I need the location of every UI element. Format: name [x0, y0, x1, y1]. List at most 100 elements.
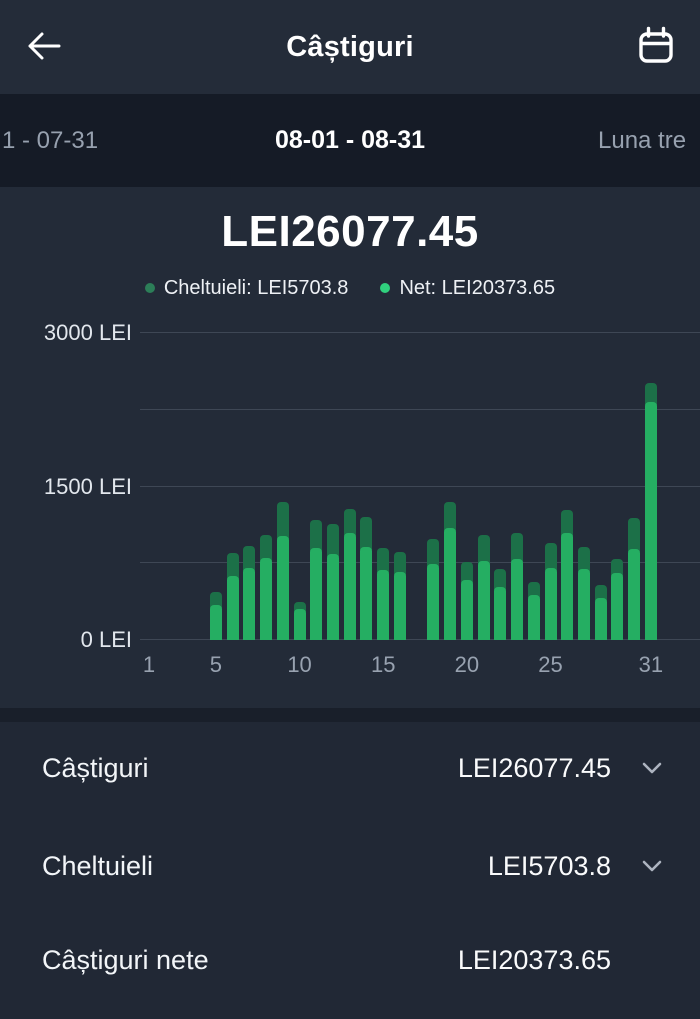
bar-expense-day-6[interactable] [226, 552, 239, 580]
bar-expense-day-13[interactable] [343, 508, 356, 536]
bar-net-day-24[interactable] [527, 594, 540, 640]
arrow-left-icon [25, 30, 63, 65]
bar-expense-day-7[interactable] [243, 546, 256, 571]
tab-selected-period[interactable]: 08-01 - 08-31 [0, 94, 700, 187]
chart-legend: Cheltuieli: LEI5703.8 Net: LEI20373.65 [0, 275, 700, 301]
calendar-icon [634, 24, 678, 71]
bar-net-day-29[interactable] [611, 573, 624, 640]
period-tabbar[interactable]: 1 - 07-31 08-01 - 08-31 Luna tre [0, 94, 700, 187]
calendar-button[interactable] [630, 24, 682, 70]
bar-net-day-31[interactable] [644, 401, 657, 640]
bar-expense-day-14[interactable] [360, 516, 373, 551]
bar-expense-day-27[interactable] [577, 546, 590, 573]
bar-expense-day-30[interactable] [628, 517, 641, 553]
x-axis-tick-label: 25 [538, 652, 563, 677]
bar-expense-day-16[interactable] [393, 552, 406, 576]
bar-expense-day-29[interactable] [611, 558, 624, 577]
bar-expense-day-20[interactable] [460, 561, 473, 584]
total-earnings-amount: LEI26077.45 [221, 207, 479, 256]
x-axis-tick-label: 5 [209, 652, 223, 677]
x-axis-tick-label: 1 [142, 652, 156, 677]
gridline [140, 485, 700, 487]
x-axis-tick-label: 10 [287, 652, 312, 677]
bar-expense-day-8[interactable] [260, 534, 273, 561]
bar-net-day-25[interactable] [544, 568, 557, 640]
legend-item-net: Net: LEI20373.65 [380, 277, 555, 300]
row-label: Câștiguri [42, 752, 149, 783]
bar-expense-day-31[interactable] [644, 382, 657, 405]
row-castiguri[interactable]: Câștiguri LEI26077.45 [0, 748, 700, 788]
header-bar: Câștiguri [0, 0, 700, 94]
bar-net-day-28[interactable] [594, 597, 607, 640]
bar-net-day-22[interactable] [494, 586, 507, 640]
bar-net-day-11[interactable] [310, 548, 323, 640]
bar-expense-day-28[interactable] [594, 585, 607, 601]
row-value: LEI5703.8 [487, 850, 611, 881]
bar-net-day-16[interactable] [393, 572, 406, 640]
bar-expense-day-18[interactable] [427, 538, 440, 567]
y-axis-tick-label: 1500 LEI [43, 473, 132, 499]
bar-net-day-7[interactable] [243, 567, 256, 640]
bar-net-day-14[interactable] [360, 547, 373, 640]
bar-expense-day-21[interactable] [477, 534, 490, 564]
chevron-down-icon[interactable] [640, 760, 664, 776]
bar-expense-day-19[interactable] [444, 501, 457, 532]
bar-net-day-8[interactable] [260, 557, 273, 640]
bar-net-day-18[interactable] [427, 563, 440, 640]
bar-net-day-20[interactable] [460, 580, 473, 640]
section-divider [0, 708, 700, 722]
legend-cheltuieli-label: Cheltuieli: LEI5703.8 [163, 276, 349, 299]
expenses-dot-icon [144, 283, 155, 293]
bar-expense-day-26[interactable] [561, 509, 574, 537]
bar-net-day-15[interactable] [377, 569, 390, 640]
bar-expense-day-24[interactable] [527, 581, 540, 598]
net-dot-icon [380, 283, 391, 293]
bar-net-day-21[interactable] [477, 560, 490, 640]
bar-expense-day-22[interactable] [494, 569, 507, 590]
gridline [140, 332, 700, 333]
bar-net-day-23[interactable] [511, 558, 524, 640]
bar-net-day-6[interactable] [226, 576, 239, 640]
gridline [140, 562, 700, 564]
bar-net-day-19[interactable] [444, 528, 457, 640]
row-cheltuieli[interactable]: Cheltuieli LEI5703.8 [0, 846, 700, 886]
bar-net-day-10[interactable] [293, 609, 306, 640]
x-axis-tick-label: 20 [454, 652, 480, 677]
bar-net-day-30[interactable] [628, 549, 641, 640]
chart-plot [140, 332, 700, 640]
tab-next-period[interactable]: Luna tre [598, 94, 686, 187]
earnings-chart-card: LEI26077.45 Cheltuieli: LEI5703.8 Net: L… [0, 187, 700, 708]
bar-expense-day-12[interactable] [327, 524, 340, 558]
chevron-down-icon[interactable] [640, 858, 664, 874]
x-axis-tick-label: 31 [638, 652, 664, 677]
gridline [140, 408, 700, 410]
tab-previous-period[interactable]: 1 - 07-31 [2, 94, 98, 187]
legend-item-cheltuieli: Cheltuieli: LEI5703.8 [144, 276, 349, 300]
row-value: LEI26077.45 [457, 752, 611, 783]
bar-net-day-5[interactable] [209, 605, 222, 640]
legend-net-label: Net: LEI20373.65 [399, 276, 556, 299]
bar-net-day-27[interactable] [577, 569, 590, 640]
y-axis-tick-label: 3000 LEI [43, 320, 132, 345]
page-title: Câștiguri [286, 30, 414, 63]
back-button[interactable] [20, 26, 68, 68]
bar-net-day-13[interactable] [343, 532, 356, 640]
row-label: Câștiguri nete [42, 944, 209, 975]
details-list: Câștiguri LEI26077.45 Cheltuieli LEI5703… [0, 722, 700, 1019]
bar-expense-day-23[interactable] [511, 533, 524, 562]
bar-expense-day-9[interactable] [276, 502, 289, 540]
bar-expense-day-25[interactable] [544, 543, 557, 572]
row-castiguri-nete: Câștiguri nete LEI20373.65 [0, 940, 700, 980]
y-axis-tick-label: 0 LEI [80, 627, 132, 652]
bar-net-day-12[interactable] [327, 554, 340, 640]
bar-expense-day-15[interactable] [377, 548, 390, 573]
bar-net-day-9[interactable] [276, 536, 289, 640]
bar-expense-day-10[interactable] [293, 602, 306, 613]
x-axis-tick-label: 15 [370, 652, 396, 677]
row-label: Cheltuieli [42, 850, 154, 881]
bar-net-day-26[interactable] [561, 533, 574, 640]
bar-expense-day-5[interactable] [209, 591, 222, 609]
row-value: LEI20373.65 [457, 944, 611, 975]
bar-expense-day-11[interactable] [310, 519, 323, 552]
